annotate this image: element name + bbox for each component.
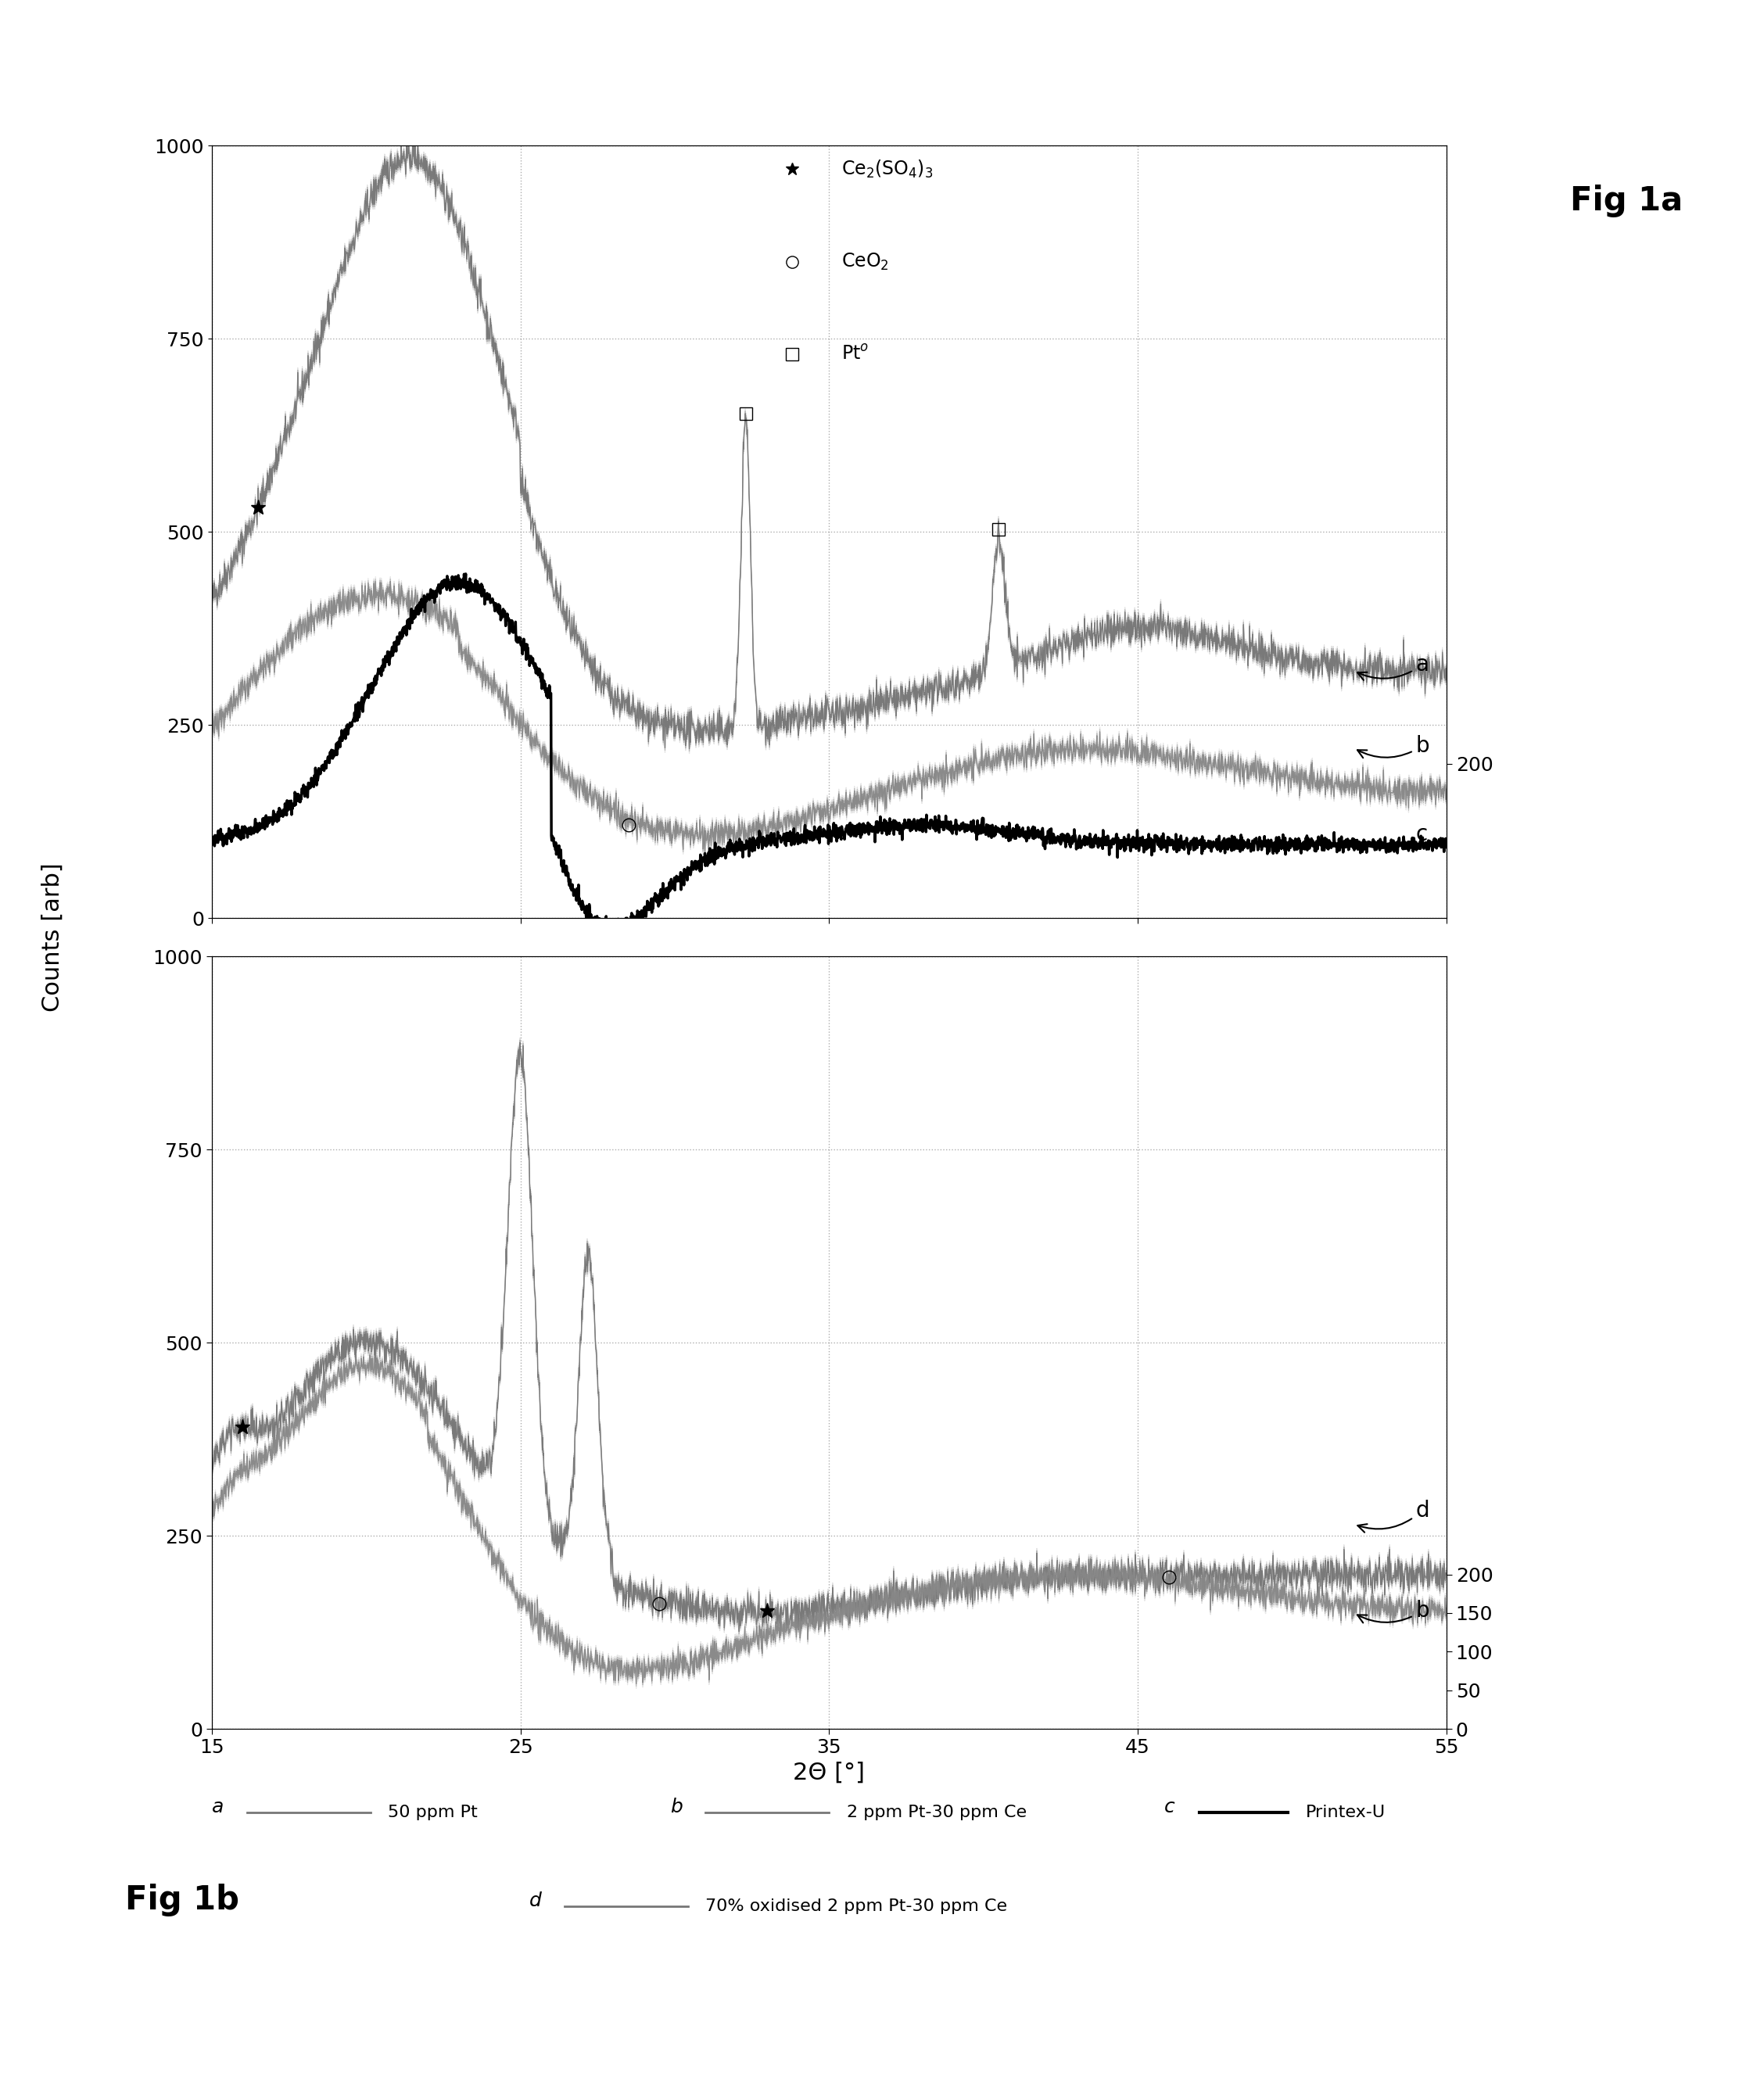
Text: Ce$_2$(SO$_4$)$_3$: Ce$_2$(SO$_4$)$_3$: [841, 158, 933, 179]
Text: b: b: [1358, 735, 1429, 758]
Text: Counts [arb]: Counts [arb]: [42, 862, 64, 1012]
Text: b: b: [1358, 1600, 1429, 1623]
X-axis label: 2Θ [°]: 2Θ [°]: [794, 1762, 864, 1783]
Text: c: c: [1164, 1798, 1175, 1816]
Text: a: a: [1358, 654, 1429, 681]
Text: Pt$^o$: Pt$^o$: [841, 346, 870, 365]
Text: a: a: [212, 1798, 224, 1816]
Text: 2 ppm Pt-30 ppm Ce: 2 ppm Pt-30 ppm Ce: [847, 1804, 1027, 1821]
Text: CeO$_2$: CeO$_2$: [841, 252, 889, 273]
Text: c: c: [1358, 823, 1427, 850]
Text: 50 ppm Pt: 50 ppm Pt: [388, 1804, 478, 1821]
Text: Fig 1a: Fig 1a: [1570, 185, 1683, 217]
Text: d: d: [529, 1891, 542, 1910]
Text: Fig 1b: Fig 1b: [125, 1883, 240, 1916]
Text: d: d: [1358, 1500, 1429, 1533]
Text: Printex-U: Printex-U: [1305, 1804, 1385, 1821]
Text: 70% oxidised 2 ppm Pt-30 ppm Ce: 70% oxidised 2 ppm Pt-30 ppm Ce: [706, 1898, 1007, 1914]
Text: b: b: [670, 1798, 683, 1816]
